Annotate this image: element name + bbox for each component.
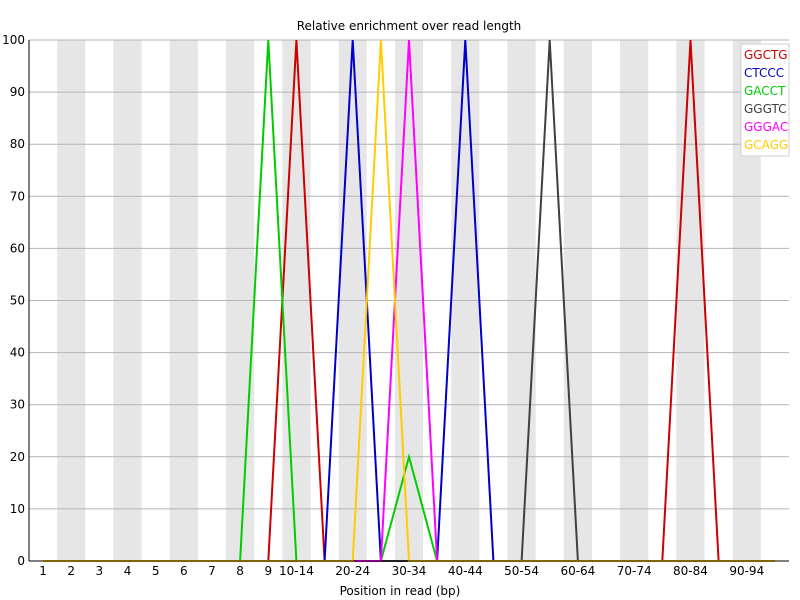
legend-entry-GGGTC: GGGTC bbox=[744, 102, 786, 116]
x-tick-label-60-64: 60-64 bbox=[560, 564, 595, 578]
x-tick-label-90-94: 90-94 bbox=[729, 564, 764, 578]
x-tick-label-4: 4 bbox=[124, 564, 132, 578]
x-tick-label-6: 6 bbox=[180, 564, 188, 578]
legend-entry-GGGAC: GGGAC bbox=[744, 120, 788, 134]
y-tick-label-50: 50 bbox=[10, 294, 25, 308]
x-tick-label-9: 9 bbox=[264, 564, 272, 578]
chart-title: Relative enrichment over read length bbox=[297, 19, 522, 33]
legend-entry-GGCTG: GGCTG bbox=[744, 48, 788, 62]
y-tick-label-30: 30 bbox=[10, 398, 25, 412]
legend-entry-GACCT: GACCT bbox=[744, 84, 786, 98]
y-tick-label-40: 40 bbox=[10, 346, 25, 360]
x-tick-label-80-84: 80-84 bbox=[673, 564, 708, 578]
y-tick-label-20: 20 bbox=[10, 450, 25, 464]
x-tick-label-20-24: 20-24 bbox=[335, 564, 370, 578]
x-tick-label-50-54: 50-54 bbox=[504, 564, 539, 578]
y-tick-label-10: 10 bbox=[10, 502, 25, 516]
legend: GGCTG CTCCC GACCT GGGTC GGGAC GCAGG bbox=[740, 43, 790, 157]
legend-box bbox=[740, 43, 790, 157]
x-tick-label-40-44: 40-44 bbox=[448, 564, 483, 578]
x-tick-label-10-14: 10-14 bbox=[279, 564, 314, 578]
y-tick-label-80: 80 bbox=[10, 137, 25, 151]
legend-entry-GCAGG: GCAGG bbox=[744, 138, 788, 152]
x-tick-label-8: 8 bbox=[236, 564, 244, 578]
x-tick-label-1: 1 bbox=[39, 564, 47, 578]
x-tick-label-3: 3 bbox=[96, 564, 104, 578]
x-tick-label-2: 2 bbox=[67, 564, 75, 578]
y-tick-label-0: 0 bbox=[17, 554, 25, 568]
legend-entry-CTCCC: CTCCC bbox=[744, 66, 784, 80]
y-tick-label-90: 90 bbox=[10, 85, 25, 99]
y-axis-tick-labels: 0 10 20 30 40 50 60 70 80 90 100 bbox=[2, 33, 25, 568]
x-axis-label: Position in read (bp) bbox=[340, 584, 461, 598]
y-tick-label-60: 60 bbox=[10, 241, 25, 255]
y-tick-label-100: 100 bbox=[2, 33, 25, 47]
x-tick-label-30-34: 30-34 bbox=[392, 564, 427, 578]
y-tick-label-70: 70 bbox=[10, 189, 25, 203]
x-tick-label-5: 5 bbox=[152, 564, 160, 578]
x-tick-label-7: 7 bbox=[208, 564, 216, 578]
x-tick-label-70-74: 70-74 bbox=[617, 564, 652, 578]
x-axis-tick-labels: 1 2 3 4 5 6 7 8 9 10-14 20-24 30-34 40-44 50-54 60-64 7… bbox=[39, 564, 764, 578]
